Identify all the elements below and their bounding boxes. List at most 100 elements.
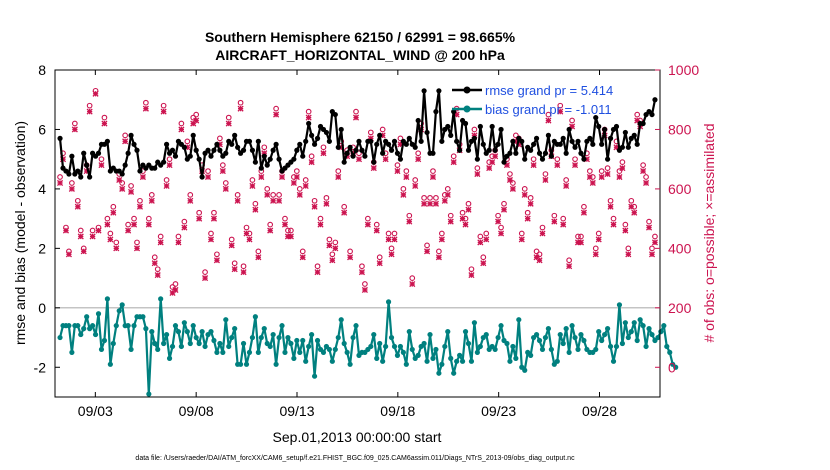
obs-assimilated-point [625, 251, 632, 258]
bias-point [457, 352, 463, 358]
obs-possible-point [388, 245, 395, 252]
obs-possible-point [166, 156, 173, 163]
bias-point [391, 343, 398, 350]
obs-possible-point [285, 227, 291, 234]
obs-assimilated-point [252, 206, 259, 213]
rmse-point [208, 153, 214, 159]
rmse-point [137, 168, 143, 174]
obs-possible-point [394, 162, 401, 168]
obs-assimilated-point [506, 176, 513, 184]
obs-assimilated-point [104, 221, 111, 228]
obs-assimilated-point [95, 227, 102, 234]
rmse-point [276, 156, 282, 162]
rmse-point [69, 153, 75, 159]
obs-possible-point [246, 230, 253, 237]
bias-point [196, 340, 202, 347]
obs-possible-point [459, 209, 466, 216]
obs-possible-point [77, 227, 84, 234]
bias-point [199, 329, 205, 335]
bias-series-layer [57, 296, 679, 397]
bias-point [306, 343, 312, 350]
bias-point [545, 326, 552, 332]
obs-assimilated-point [447, 218, 454, 225]
rmse-point [240, 147, 247, 153]
obs-possible-point [148, 192, 155, 198]
rmse-point [104, 138, 110, 144]
obs-possible-point [163, 177, 170, 183]
rmse-point [347, 144, 353, 150]
bias-point [510, 343, 516, 350]
obs-possible-point [98, 156, 105, 163]
x-tick-label: 09/18 [380, 403, 415, 419]
bias-point [66, 323, 72, 329]
obs-assimilated-point [500, 206, 508, 213]
obs-assimilated-point [530, 162, 537, 169]
plot-frame [54, 69, 661, 398]
obs-assimilated-point [539, 230, 546, 237]
obs-assimilated-point [175, 239, 182, 246]
bias-point [563, 326, 569, 332]
obs-possible-point [214, 251, 220, 258]
obs-assimilated-point [509, 185, 516, 192]
obs-possible-point [169, 284, 176, 290]
obs-assimilated-point [518, 236, 525, 243]
obs-assimilated-point [432, 200, 439, 207]
obs-possible-point [465, 200, 472, 207]
obs-assimilated-point [385, 236, 392, 243]
bias-point [113, 323, 119, 329]
obs-assimilated-point [358, 269, 365, 276]
bias-point [246, 349, 253, 356]
bias-point [622, 320, 628, 326]
obs-possible-point [521, 186, 528, 192]
obs-assimilated-point [122, 138, 129, 145]
bias-point [625, 334, 631, 341]
bias-point [184, 329, 190, 335]
obs-possible-point [104, 215, 111, 222]
bias-point [75, 323, 81, 329]
obs-assimilated-point [116, 176, 123, 184]
rmse-point [394, 150, 401, 156]
obs-possible-point [252, 200, 259, 207]
rmse-point [172, 153, 179, 159]
rmse-point [199, 174, 205, 180]
obs-possible-point [157, 233, 164, 240]
obs-assimilated-point [246, 236, 253, 243]
obs-possible-point [299, 248, 306, 255]
bias-point [459, 358, 466, 364]
rmse-point [380, 150, 386, 156]
y-left-tick-label: 0 [38, 300, 46, 316]
rmse-point [235, 144, 241, 150]
rmse-point [498, 126, 504, 133]
obs-assimilated-point [110, 209, 117, 216]
legend: rmse grand pr = 5.414 bias grand pr = -1… [452, 83, 613, 117]
obs-possible-point [554, 156, 561, 163]
obs-possible-point [273, 105, 279, 112]
obs-assimilated-point [468, 272, 475, 279]
bias-point [377, 340, 383, 347]
obs-assimilated-point [62, 227, 70, 234]
bias-point [294, 337, 300, 344]
obs-possible-point [471, 126, 478, 133]
obs-possible-point [347, 248, 353, 255]
obs-assimilated-point [640, 168, 647, 175]
bias-point [350, 334, 356, 341]
bias-point [146, 391, 152, 397]
bias-point [81, 326, 87, 332]
bias-point [424, 358, 430, 364]
footnote: data file: /Users/raeder/DAI/ATM_forcXX/… [135, 455, 575, 462]
bias-point [285, 334, 291, 341]
obs-assimilated-point [86, 108, 93, 115]
obs-assimilated-point [154, 272, 161, 279]
obs-possible-point [296, 186, 303, 192]
obs-assimilated-point [610, 221, 617, 228]
bias-point [214, 349, 220, 356]
obs-assimilated-point [462, 221, 469, 228]
obs-assimilated-point [125, 227, 132, 234]
obs-possible-point [110, 203, 117, 210]
obs-assimilated-point [604, 170, 611, 178]
rmse-point [528, 147, 534, 153]
x-tick-label: 09/08 [179, 403, 214, 419]
rmse-point [332, 111, 338, 118]
obs-assimilated-point [524, 215, 531, 222]
rmse-point [575, 138, 581, 144]
